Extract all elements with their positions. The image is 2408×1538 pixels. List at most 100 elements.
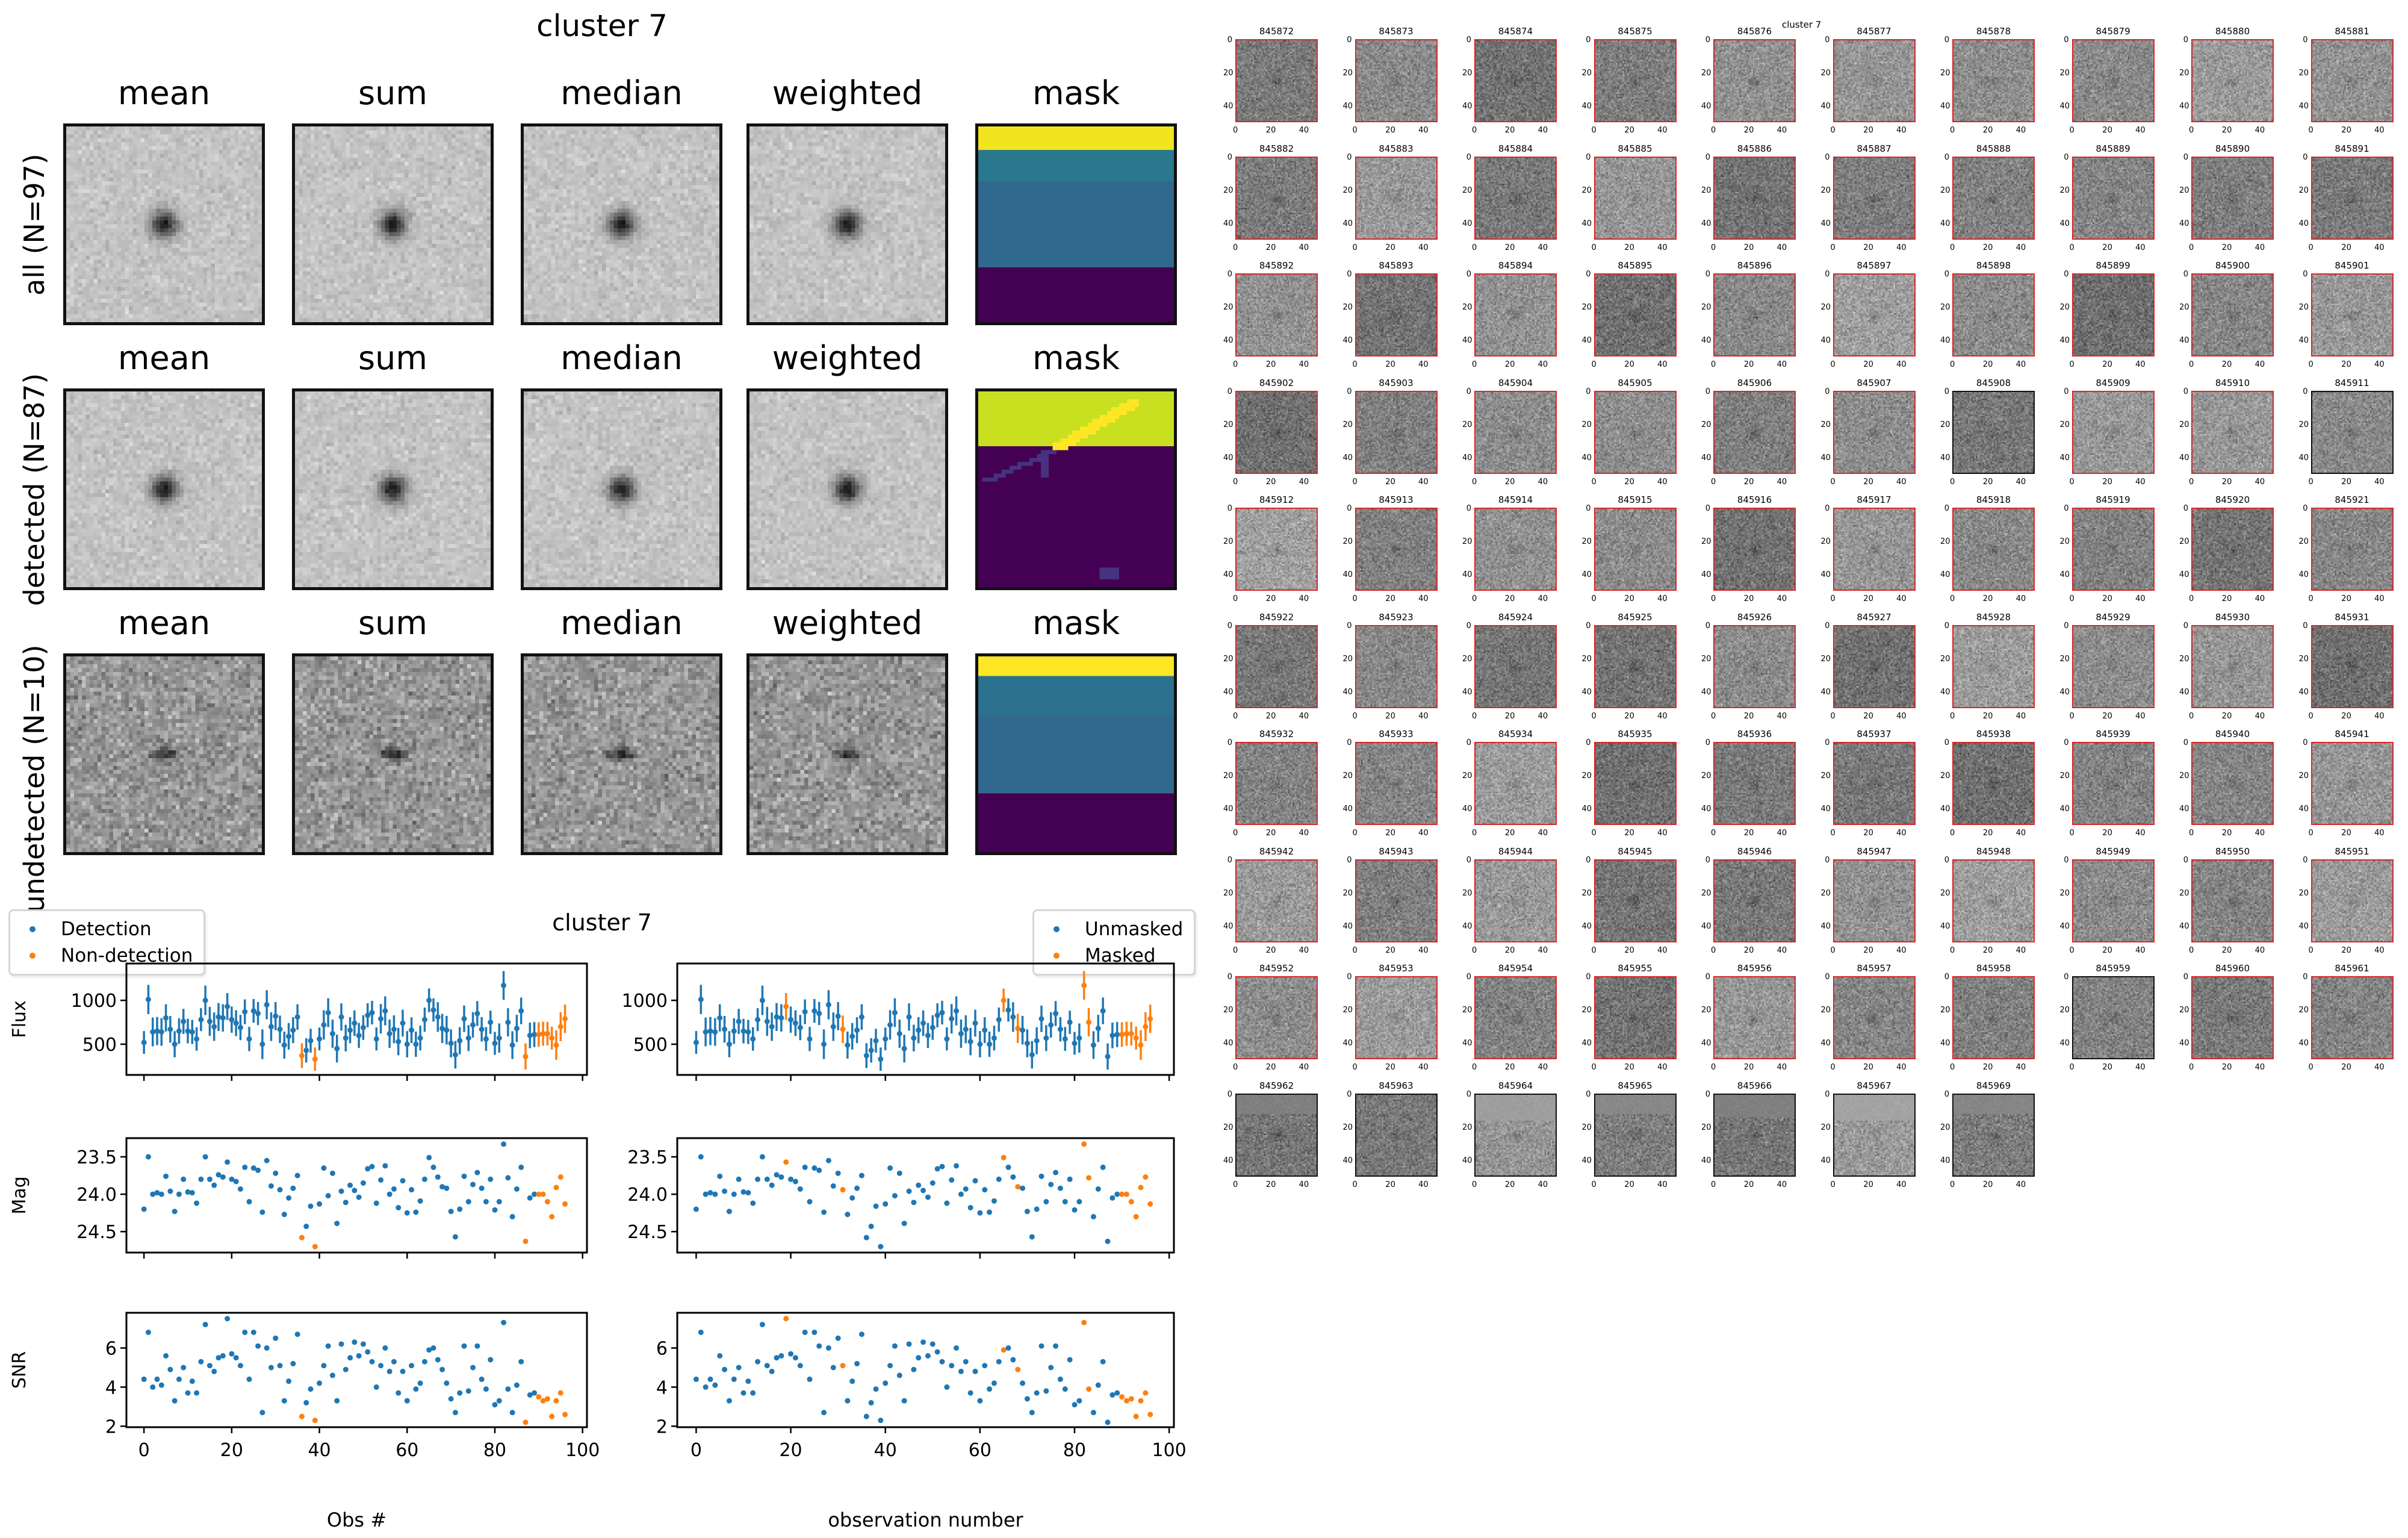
thumbnail-x-tick: 20 (1863, 360, 1873, 369)
thumbnail-x-tick: 20 (1504, 243, 1515, 252)
mag-point (1109, 1195, 1116, 1201)
stamp-image (295, 656, 491, 852)
thumbnail-y-tick: 0 (1466, 270, 1471, 279)
thumbnail-y-tick: 20 (2298, 771, 2309, 781)
thumbnail-y-tick: 40 (2059, 219, 2070, 228)
stamp-all-median (521, 123, 722, 325)
flux-point (373, 1036, 379, 1042)
thumbnail-image (1713, 976, 1796, 1059)
thumbnail-x-tick: 20 (1982, 477, 1993, 487)
thumbnail-x-tick: 0 (1830, 945, 1835, 955)
thumbnail-y-tick: 40 (2179, 219, 2189, 228)
snr-point (1038, 1343, 1044, 1349)
thumbnail-x-tick: 20 (1265, 243, 1276, 252)
snr-point (505, 1386, 511, 1392)
thumbnail-y-tick: 20 (1342, 888, 1353, 898)
mag-point (211, 1182, 217, 1188)
thumbnail-id: 845878 (1976, 26, 2011, 37)
thumbnail-x-tick: 20 (1385, 126, 1395, 135)
thumbnail-x-tick: 40 (1418, 243, 1429, 252)
mag-point (1001, 1154, 1007, 1160)
thumbnail-y-tick: 0 (1227, 152, 1232, 162)
thumbnail-y-tick: 20 (1462, 1122, 1472, 1132)
mag-point (1123, 1191, 1129, 1197)
thumbnail-x-tick: 0 (1950, 360, 1955, 369)
thumbnail-image (2310, 390, 2394, 474)
legend-detection: Detection Non-detection (8, 909, 206, 976)
thumbnail: 845911 0 0 20 20 40 40 (2299, 378, 2398, 492)
thumbnail-y-tick: 20 (1342, 1122, 1353, 1132)
legend-item-unmasked: Unmasked (1045, 916, 1183, 942)
snr-point (1076, 1398, 1082, 1404)
thumbnail-id: 845935 (1618, 729, 1652, 739)
snr-point (954, 1345, 960, 1351)
mag-point (523, 1238, 529, 1244)
flux-point (967, 1039, 973, 1045)
flux-point (259, 1041, 265, 1047)
snr-point (373, 1384, 379, 1390)
thumbnail-x-tick: 20 (2221, 829, 2232, 838)
thumbnail-x-tick: 20 (2341, 1063, 2351, 1072)
x-tick-label: 80 (1063, 1440, 1086, 1461)
flux-point (461, 1016, 467, 1022)
thumbnail-x-tick: 40 (1657, 360, 1668, 369)
mag-point (338, 1188, 344, 1194)
thumbnail-x-tick: 0 (1591, 126, 1597, 135)
thumbnail-y-tick: 20 (1701, 303, 1711, 313)
thumbnail-y-tick: 20 (1820, 1006, 1831, 1015)
snr-point (479, 1376, 485, 1382)
thumbnail: 845917 0 0 20 20 40 40 (1821, 494, 1920, 609)
thumbnail-x-tick: 40 (2254, 1063, 2265, 1072)
flux-point (958, 1031, 964, 1037)
snr-point (854, 1360, 860, 1366)
thumbnail-y-tick: 0 (2064, 973, 2069, 982)
thumbnail-y-tick: 20 (2179, 888, 2189, 898)
mag-point (501, 1141, 507, 1147)
thumbnail-y-tick: 0 (1825, 973, 1830, 982)
thumbnail-x-tick: 20 (2221, 477, 2232, 487)
thumbnail-id: 845930 (2215, 611, 2250, 623)
snr-point (386, 1368, 393, 1374)
flux-point (778, 1015, 784, 1021)
thumbnail-x-tick: 20 (1385, 945, 1395, 955)
flux-point (233, 1020, 239, 1026)
snr-point (544, 1396, 550, 1402)
thumbnail-x-tick: 20 (1743, 945, 1754, 955)
thumbnail-x-tick: 0 (1352, 1180, 1358, 1189)
thumbnail-id: 845909 (2096, 377, 2130, 388)
thumbnail-id: 845914 (1498, 494, 1533, 505)
flux-point (435, 1014, 441, 1020)
thumbnail: 845941 0 0 20 20 40 40 (2299, 729, 2398, 843)
thumbnail-y-tick: 40 (1462, 687, 1472, 697)
snr-point (1114, 1390, 1120, 1396)
thumbnail-y-tick: 40 (1581, 1156, 1592, 1165)
thumbnail-y-tick: 40 (2179, 687, 2189, 697)
mag-point (849, 1195, 855, 1201)
flux-point (920, 1020, 926, 1026)
mag-point (303, 1224, 309, 1230)
snr-point (242, 1329, 248, 1335)
thumbnail-y-tick: 40 (1462, 805, 1472, 814)
thumbnail-y-tick: 40 (2298, 687, 2309, 697)
thumbnail: 845943 0 0 20 20 40 40 (1343, 846, 1442, 960)
mag-point (312, 1244, 318, 1250)
thumbnail-x-tick: 0 (2069, 1063, 2074, 1072)
flux-point (404, 1041, 410, 1047)
flux-point (206, 1018, 213, 1024)
snr-point (1024, 1396, 1030, 1402)
stamp-undetected-mask (975, 653, 1177, 855)
thumbnail-x-tick: 0 (2308, 945, 2313, 955)
thumbnail-y-tick: 0 (1586, 270, 1591, 279)
mag-point (759, 1154, 765, 1160)
mag-point (343, 1200, 349, 1206)
thumbnail-x-tick: 20 (2102, 945, 2112, 955)
snr-point (181, 1365, 187, 1371)
thumbnail-x-tick: 20 (1863, 477, 1873, 487)
mag-point (1053, 1169, 1059, 1175)
thumbnail-y-tick: 20 (2059, 654, 2070, 664)
flux-point (802, 1009, 808, 1015)
thumbnail: 845927 0 0 20 20 40 40 (1821, 612, 1920, 726)
thumbnail-image (2071, 859, 2155, 942)
thumbnail-id: 845886 (1737, 143, 1772, 154)
thumbnail-image (2071, 39, 2155, 122)
